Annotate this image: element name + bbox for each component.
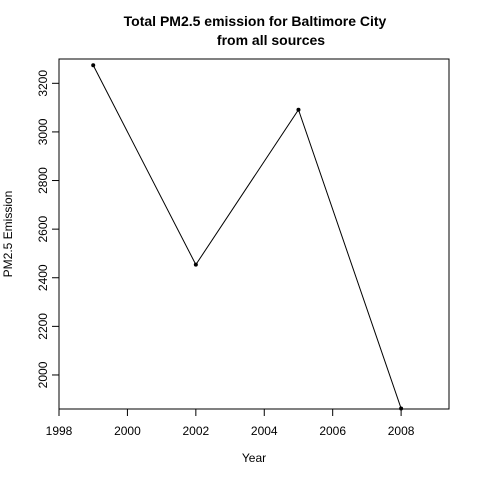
x-tick-label: 2006: [319, 424, 346, 438]
data-point: [91, 63, 96, 68]
y-tick-label: 2600: [36, 215, 50, 242]
y-axis: 2000 2200 2400 2600 2800 3000 3200: [36, 70, 60, 388]
x-tick-label: 2004: [251, 424, 278, 438]
chart-title-line-1: Total PM2.5 emission for Baltimore City: [124, 13, 387, 29]
y-tick-label: 2000: [36, 361, 50, 388]
x-axis-label: Year: [242, 451, 266, 465]
x-tick-label: 2000: [114, 424, 141, 438]
data-point: [193, 262, 198, 267]
y-tick-label: 2400: [36, 264, 50, 291]
y-tick-label: 3000: [36, 118, 50, 145]
x-axis: 1998 2000 2002 2004 2006 2008: [46, 408, 415, 438]
x-tick-label: 1998: [46, 424, 73, 438]
emission-series: [91, 63, 404, 411]
x-tick-label: 2008: [388, 424, 415, 438]
series-line: [92, 65, 402, 409]
y-tick-label: 2200: [36, 313, 50, 340]
data-point: [399, 406, 404, 411]
y-tick-label: 2800: [36, 167, 50, 194]
data-point: [296, 107, 301, 112]
x-tick-label: 2002: [182, 424, 209, 438]
chart-title-line-2: from all sources: [217, 32, 325, 48]
y-axis-label: PM2.5 Emission: [1, 191, 15, 278]
y-tick-label: 3200: [36, 70, 50, 97]
